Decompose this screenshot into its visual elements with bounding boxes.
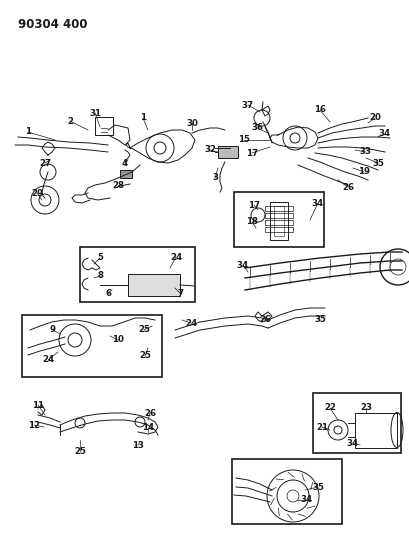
Text: 29: 29 [31, 189, 43, 198]
Text: 14: 14 [142, 424, 154, 432]
Text: 35: 35 [314, 316, 326, 325]
Bar [234, 192, 324, 247]
Text: 15: 15 [238, 135, 250, 144]
Text: 28: 28 [112, 182, 124, 190]
Text: 34: 34 [237, 261, 249, 270]
Bar [218, 146, 238, 158]
Text: 30: 30 [186, 118, 198, 127]
Text: 33: 33 [359, 148, 371, 157]
Text: 17: 17 [248, 200, 260, 209]
Bar [265, 206, 293, 211]
Text: 25: 25 [74, 447, 86, 456]
Text: 34: 34 [301, 496, 313, 505]
Text: 24: 24 [42, 356, 54, 365]
Text: 2: 2 [67, 117, 73, 125]
Bar [232, 459, 342, 524]
Text: 19: 19 [358, 167, 370, 176]
Text: 27: 27 [39, 158, 51, 167]
Text: 25: 25 [138, 326, 150, 335]
Text: 36: 36 [251, 124, 263, 133]
Text: 21: 21 [316, 423, 328, 432]
Bar [265, 220, 293, 225]
Bar [128, 274, 180, 296]
Text: 13: 13 [132, 440, 144, 449]
Text: 16: 16 [314, 106, 326, 115]
Text: 6: 6 [105, 288, 111, 297]
Bar [274, 206, 284, 236]
Text: 18: 18 [246, 217, 258, 227]
Text: 9: 9 [50, 326, 56, 335]
Text: 4: 4 [122, 159, 128, 168]
Text: 90304 400: 90304 400 [18, 18, 88, 31]
Text: 11: 11 [32, 400, 44, 409]
Bar [80, 247, 195, 302]
Bar [22, 315, 162, 377]
Bar [265, 227, 293, 232]
Text: 17: 17 [246, 149, 258, 157]
Text: 35: 35 [372, 158, 384, 167]
Text: 35: 35 [312, 482, 324, 491]
Text: 8: 8 [97, 271, 103, 280]
Text: 1: 1 [25, 127, 31, 136]
Text: 25: 25 [139, 351, 151, 360]
Bar [95, 117, 113, 135]
Text: 26: 26 [259, 316, 271, 325]
Text: 26: 26 [342, 182, 354, 191]
Text: 34: 34 [379, 130, 391, 139]
Text: 34: 34 [347, 439, 359, 448]
Bar [270, 202, 288, 240]
Text: 7: 7 [177, 288, 183, 297]
Text: 23: 23 [360, 403, 372, 413]
Text: 22: 22 [324, 403, 336, 413]
Bar [120, 170, 132, 178]
Text: 24: 24 [170, 253, 182, 262]
Bar [265, 213, 293, 218]
Bar [313, 393, 401, 453]
Text: 12: 12 [28, 421, 40, 430]
Text: 31: 31 [89, 109, 101, 117]
Bar [355, 413, 397, 448]
Text: 34: 34 [312, 198, 324, 207]
Text: 24: 24 [185, 319, 197, 327]
Text: 3: 3 [212, 174, 218, 182]
Text: 5: 5 [97, 254, 103, 262]
Text: 10: 10 [112, 335, 124, 344]
Text: 20: 20 [369, 114, 381, 123]
Text: 37: 37 [242, 101, 254, 109]
Text: 1: 1 [140, 114, 146, 123]
Text: 26: 26 [144, 408, 156, 417]
Text: 32: 32 [204, 146, 216, 155]
